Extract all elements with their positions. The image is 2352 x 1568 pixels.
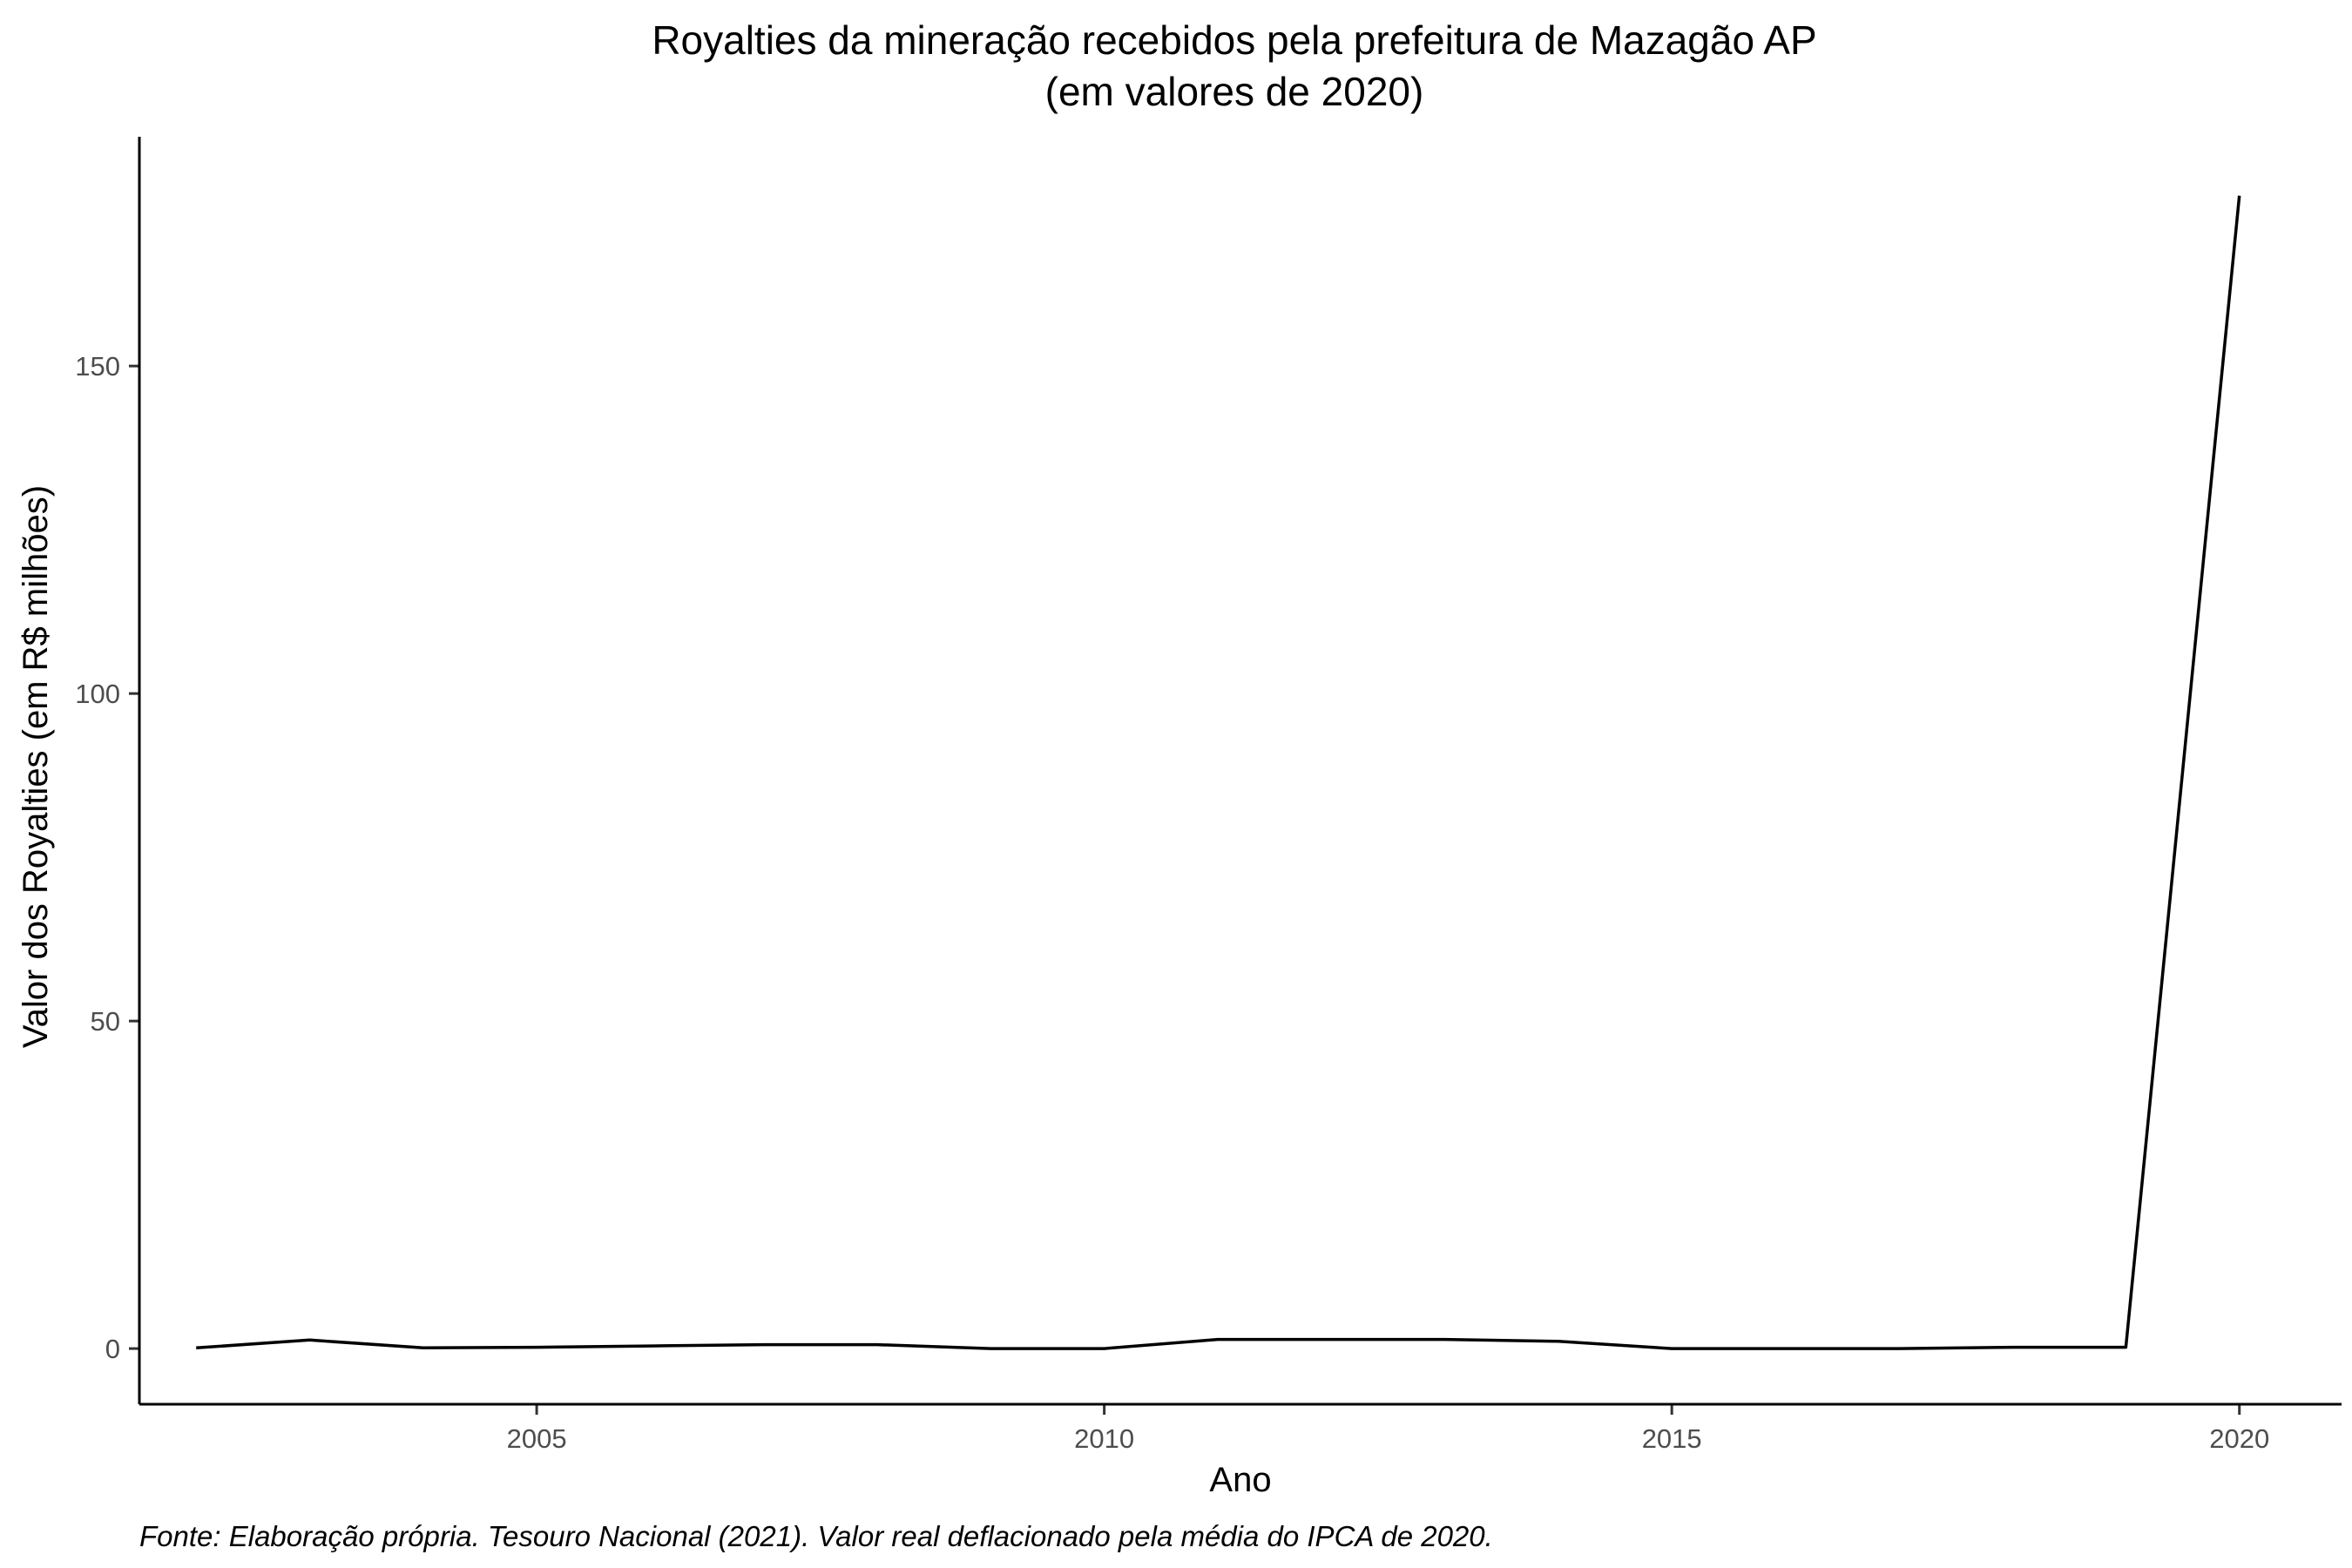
y-tick-label: 100 [75,679,120,709]
y-tick-label: 0 [105,1334,120,1364]
x-tick-label: 2015 [1642,1423,1702,1454]
y-tick-label: 50 [91,1006,120,1037]
chart-subtitle: (em valores de 2020) [1045,69,1424,114]
chart-title: Royalties da mineração recebidos pela pr… [652,17,1816,63]
x-tick-label: 2010 [1074,1423,1134,1454]
x-tick-label: 2020 [2209,1423,2269,1454]
x-axis-title: Ano [1209,1461,1271,1499]
x-axis-ticks: 2005 2010 2015 2020 [507,1404,2269,1454]
chart-caption: Fonte: Elaboração própria. Tesouro Nacio… [139,1520,1493,1552]
y-tick-label: 150 [75,351,120,382]
series-layer [196,195,2241,1350]
plot-area: 0 50 100 150 2005 2010 2015 2020 [75,137,2342,1454]
y-axis-ticks: 0 50 100 150 [75,351,139,1364]
series-line-0 [196,195,2241,1350]
x-tick-label: 2005 [507,1423,567,1454]
y-axis-title: Valor dos Royalties (em R$ milhões) [17,485,55,1048]
